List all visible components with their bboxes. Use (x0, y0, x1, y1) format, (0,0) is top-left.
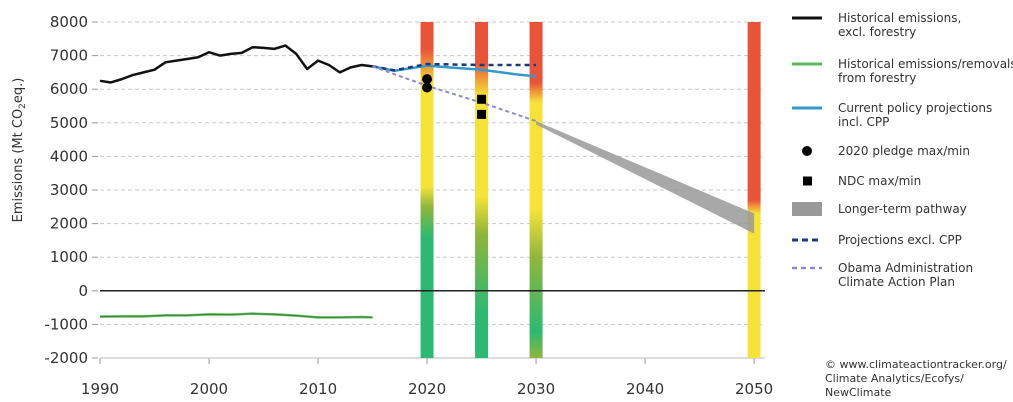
x-tick-label: 2030 (517, 380, 555, 398)
legend-swatch-ndc (803, 176, 812, 186)
series-line-historical (99, 44, 373, 84)
y-tick-label: 0 (78, 282, 88, 300)
legend-label: Obama Administration (838, 261, 973, 275)
y-tick-label: 5000 (50, 114, 88, 132)
series-line-excl_cpp (372, 62, 537, 72)
y-tick-label: 2000 (50, 215, 88, 233)
credit-text: © www.climateactiontracker.org/ (825, 358, 1007, 371)
y-tick-label: 1000 (50, 248, 88, 266)
pledge-point (422, 74, 433, 85)
x-tick-label: 2010 (299, 380, 337, 398)
x-tick-label: 2000 (190, 380, 228, 398)
legend-label: Current policy projections (838, 101, 992, 115)
x-tick-label: 2020 (408, 380, 446, 398)
rating-bar (529, 22, 543, 358)
longer-term-band (536, 121, 755, 234)
legend-label: incl. CPP (838, 115, 889, 129)
legend-label: 2020 pledge max/min (838, 144, 970, 158)
ndc-point (477, 109, 487, 119)
x-tick-label: 2040 (626, 380, 664, 398)
legend-label: NDC max/min (838, 174, 921, 188)
legend-swatch-longer-term (792, 202, 822, 216)
y-tick-label: -2000 (44, 349, 88, 367)
series-line-climate_action_plan (372, 65, 537, 123)
series-line-current_policy (372, 64, 537, 78)
rating-bar (420, 22, 434, 358)
y-tick-label: 7000 (50, 47, 88, 65)
legend-label: Historical emissions, (838, 11, 961, 25)
legend-label: from forestry (838, 71, 916, 85)
credit-text: Climate Analytics/Ecofys/ (825, 372, 964, 385)
x-tick-label: 1990 (81, 380, 119, 398)
y-tick-label: 4000 (50, 147, 88, 165)
y-tick-label: -1000 (44, 315, 88, 333)
y-tick-label: 8000 (50, 13, 88, 31)
pledge-point (422, 82, 433, 93)
rating-bar (747, 22, 761, 358)
y-axis-label: Emissions (Mt CO2eq.) (11, 78, 28, 223)
legend-label: Longer-term pathway (838, 202, 967, 216)
credit-text: NewClimate (825, 386, 892, 399)
x-tick-label: 2050 (735, 380, 773, 398)
legend-label: Climate Action Plan (838, 275, 955, 289)
series-line-forestry-edge (99, 313, 373, 318)
legend-label: Historical emissions/removals (838, 57, 1013, 71)
y-tick-label: 3000 (50, 181, 88, 199)
legend-swatch-pledge (802, 146, 812, 156)
rating-bar (475, 22, 489, 358)
legend-label: excl. forestry (838, 25, 916, 39)
y-tick-label: 6000 (50, 80, 88, 98)
ndc-point (477, 94, 487, 104)
legend-label: Projections excl. CPP (838, 233, 962, 247)
